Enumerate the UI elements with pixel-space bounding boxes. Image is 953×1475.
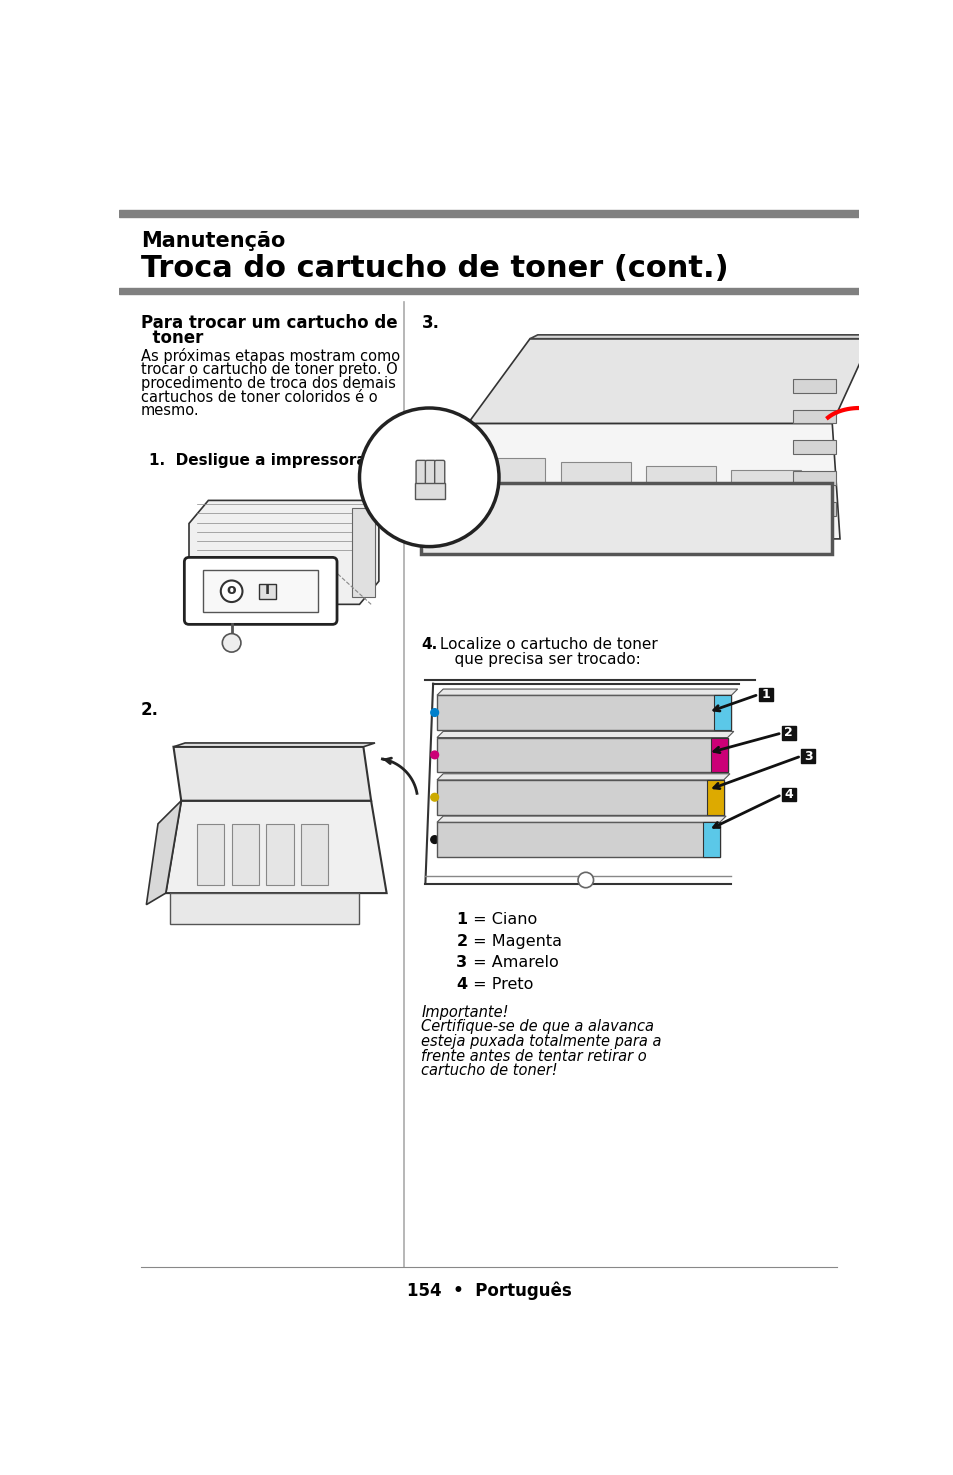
Circle shape xyxy=(431,794,438,801)
Text: Certifique-se de que a alavanca: Certifique-se de que a alavanca xyxy=(421,1019,654,1034)
Polygon shape xyxy=(436,780,723,814)
FancyBboxPatch shape xyxy=(416,460,426,487)
Polygon shape xyxy=(530,335,878,339)
Bar xyxy=(793,441,835,454)
Text: 3: 3 xyxy=(803,749,812,763)
Polygon shape xyxy=(173,746,371,801)
Polygon shape xyxy=(166,801,386,892)
Text: 3.: 3. xyxy=(421,314,439,332)
Text: As próximas etapas mostram como: As próximas etapas mostram como xyxy=(141,348,399,364)
Polygon shape xyxy=(452,423,840,538)
Bar xyxy=(415,484,444,499)
Bar xyxy=(702,822,720,857)
Text: 4: 4 xyxy=(783,788,792,801)
Circle shape xyxy=(431,751,438,758)
Bar xyxy=(301,825,328,885)
Bar xyxy=(793,502,835,516)
Bar xyxy=(258,584,275,599)
Circle shape xyxy=(359,409,498,547)
Polygon shape xyxy=(436,695,731,730)
Text: 2: 2 xyxy=(456,934,467,948)
Bar xyxy=(203,569,318,612)
Text: 4: 4 xyxy=(456,976,467,993)
Text: esteja puxada totalmente para a: esteja puxada totalmente para a xyxy=(421,1034,661,1049)
Text: mesmo.: mesmo. xyxy=(141,403,199,419)
FancyBboxPatch shape xyxy=(425,460,435,487)
Bar xyxy=(119,288,858,294)
Polygon shape xyxy=(436,689,737,695)
Text: 1: 1 xyxy=(760,687,769,701)
Bar xyxy=(196,825,224,885)
Circle shape xyxy=(431,708,438,717)
Bar xyxy=(793,410,835,423)
Text: Importante!: Importante! xyxy=(421,1004,509,1019)
FancyBboxPatch shape xyxy=(435,460,444,487)
Bar xyxy=(793,471,835,485)
Text: = Amarelo: = Amarelo xyxy=(468,956,558,971)
Bar xyxy=(170,892,359,923)
Circle shape xyxy=(220,581,242,602)
Text: (atrás do toner ciano) pode: (atrás do toner ciano) pode xyxy=(431,507,700,527)
Circle shape xyxy=(578,872,593,888)
Text: = Preto: = Preto xyxy=(468,976,533,993)
Bar xyxy=(731,469,801,535)
Bar xyxy=(714,695,731,730)
Text: Manutenção: Manutenção xyxy=(141,232,285,251)
Polygon shape xyxy=(436,816,725,822)
Text: cartuchos de toner coloridos é o: cartuchos de toner coloridos é o xyxy=(141,389,377,404)
Polygon shape xyxy=(436,822,720,857)
FancyBboxPatch shape xyxy=(421,484,831,555)
Text: = Ciano: = Ciano xyxy=(468,913,537,928)
Text: trocar o cartucho de toner preto. O: trocar o cartucho de toner preto. O xyxy=(141,361,397,376)
Text: Localize o cartucho de toner: Localize o cartucho de toner xyxy=(435,637,658,652)
Text: estar QUENTE!.: estar QUENTE!. xyxy=(431,527,580,544)
Text: 154  •  Português: 154 • Português xyxy=(406,1282,571,1301)
Polygon shape xyxy=(436,774,729,780)
Bar xyxy=(781,788,795,801)
Text: 1.  Desligue a impressora!: 1. Desligue a impressora! xyxy=(149,453,373,468)
Text: ATENÇÃO! A unidade fusora: ATENÇÃO! A unidade fusora xyxy=(431,490,702,510)
Bar xyxy=(758,687,772,702)
Bar xyxy=(801,749,815,763)
Polygon shape xyxy=(468,339,870,423)
Text: cartucho de toner!: cartucho de toner! xyxy=(421,1063,558,1078)
Bar xyxy=(266,825,294,885)
Polygon shape xyxy=(173,743,375,746)
Text: Para trocar um cartucho de: Para trocar um cartucho de xyxy=(141,314,397,332)
Text: I: I xyxy=(264,584,270,597)
Bar xyxy=(781,726,795,740)
Text: o: o xyxy=(227,583,236,597)
Text: frente antes de tentar retirar o: frente antes de tentar retirar o xyxy=(421,1049,646,1063)
Bar xyxy=(793,379,835,392)
Text: que precisa ser trocado:: que precisa ser trocado: xyxy=(435,652,640,667)
Bar xyxy=(645,466,716,535)
Circle shape xyxy=(222,634,241,652)
Text: procedimento de troca dos demais: procedimento de troca dos demais xyxy=(141,376,395,391)
Bar xyxy=(232,825,258,885)
Polygon shape xyxy=(436,738,727,773)
Text: 4.: 4. xyxy=(421,637,437,652)
Polygon shape xyxy=(146,801,181,904)
Bar xyxy=(560,462,630,535)
Text: 1: 1 xyxy=(456,913,467,928)
Polygon shape xyxy=(189,500,378,605)
Bar xyxy=(119,209,858,217)
Bar xyxy=(417,676,831,900)
Text: 2.: 2. xyxy=(141,701,159,718)
Text: 3: 3 xyxy=(456,956,467,971)
Bar xyxy=(476,459,545,535)
Bar xyxy=(706,780,723,814)
FancyBboxPatch shape xyxy=(184,558,336,624)
Bar xyxy=(352,507,375,597)
Text: Troca do cartucho de toner (cont.): Troca do cartucho de toner (cont.) xyxy=(141,254,728,283)
Circle shape xyxy=(431,836,438,844)
Text: = Magenta: = Magenta xyxy=(468,934,561,948)
Text: toner: toner xyxy=(141,329,203,347)
Bar xyxy=(710,738,727,773)
Text: 2: 2 xyxy=(783,727,792,739)
Polygon shape xyxy=(436,732,733,738)
